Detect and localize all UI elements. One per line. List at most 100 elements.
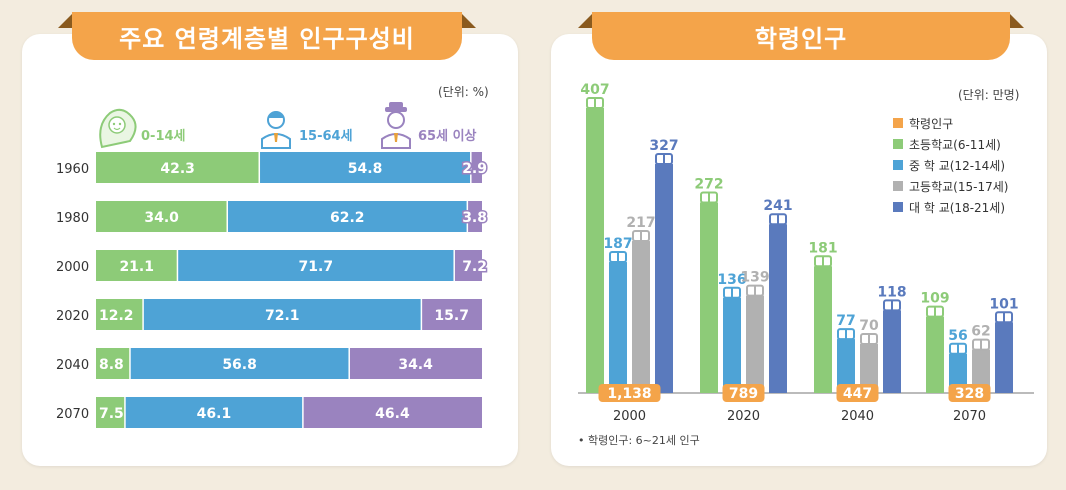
age-structure-title: 주요 연령계층별 인구구성비	[72, 12, 462, 60]
bar-segment-1-2	[177, 250, 455, 281]
year-label-3: 2020	[56, 309, 89, 324]
bar-segment-2-1	[467, 201, 482, 232]
year-label-0: 2000	[613, 409, 646, 424]
value-label-1-1: 136	[717, 272, 746, 288]
value-label-2-0: 217	[626, 215, 655, 231]
value-label-3-3: 101	[989, 296, 1018, 312]
bar-0-3	[926, 316, 944, 393]
year-label-1: 2020	[727, 409, 760, 424]
book-icon	[814, 255, 832, 268]
total-label-0: 1,138	[607, 386, 651, 402]
value-label-1-3: 56	[948, 328, 967, 344]
value-label-0-2: 181	[808, 240, 837, 256]
year-label-3: 2070	[953, 409, 986, 424]
book-icon	[949, 342, 967, 355]
bar-label-0-3: 12.2	[99, 308, 134, 324]
bar-label-0-2: 21.1	[119, 259, 154, 275]
bar-2-2	[860, 343, 878, 393]
legend-label-2: 65세 이상	[418, 128, 477, 144]
bar-segment-1-4	[129, 348, 350, 379]
value-label-3-0: 327	[649, 138, 678, 154]
bar-segment-1-0	[259, 152, 471, 183]
bar-0-2	[814, 266, 832, 393]
total-badge-2	[836, 384, 879, 402]
legend-label-0: 0-14세	[141, 129, 186, 144]
legend-swatch-2	[893, 160, 903, 170]
bar-1-1	[723, 297, 741, 393]
bar-label-1-0: 54.8	[348, 161, 383, 177]
bar-label-1-1: 62.2	[330, 210, 365, 226]
legend-label-3: 고등학교(15-17세)	[909, 180, 1008, 194]
bar-segment-0-2	[96, 250, 178, 281]
legend-swatch-1	[893, 139, 903, 149]
bar-segment-0-3	[96, 299, 144, 330]
total-badge-1	[722, 384, 765, 402]
bar-label-0-1: 34.0	[144, 210, 179, 226]
book-icon	[995, 311, 1013, 324]
school-age-title: 학령인구	[592, 12, 1010, 60]
legend-swatch-0	[893, 118, 903, 128]
bar-label-1-3: 72.1	[265, 308, 300, 324]
bar-3-3	[995, 322, 1013, 393]
legend-label-4: 대 학 교(18-21세)	[909, 201, 1005, 215]
book-icon	[632, 230, 650, 243]
bar-label-0-4: 8.8	[99, 357, 124, 373]
bar-label-1-5: 46.1	[197, 406, 232, 422]
legend-label-0: 학령인구	[909, 117, 953, 131]
value-label-2-1: 139	[740, 270, 769, 286]
value-label-0-0: 407	[580, 82, 609, 98]
bar-0-1	[700, 202, 718, 393]
year-label-0: 1960	[56, 162, 89, 177]
school-age-tab: 학령인구	[578, 0, 1024, 66]
legend-label-2: 중 학 교(12-14세)	[909, 159, 1005, 173]
age-structure-unit: (단위: %)	[438, 85, 489, 99]
total-badge-3	[948, 384, 991, 402]
bar-segment-0-4	[96, 348, 130, 379]
school-age-unit: (단위: 만명)	[958, 88, 1020, 102]
book-icon	[972, 338, 990, 351]
book-icon	[769, 213, 787, 226]
adult-icon	[261, 111, 291, 149]
total-label-1: 789	[729, 386, 758, 402]
bar-label-1-4: 56.8	[222, 357, 257, 373]
bar-label-2-5: 46.4	[375, 406, 410, 422]
total-badge-0	[598, 384, 661, 402]
value-label-1-2: 77	[836, 313, 855, 329]
year-label-2: 2040	[841, 409, 874, 424]
bar-segment-1-1	[227, 201, 468, 232]
value-label-3-2: 118	[877, 284, 906, 300]
elder-icon	[381, 102, 411, 149]
value-label-0-3: 109	[920, 291, 949, 307]
bar-segment-0-5	[96, 397, 125, 428]
bar-segment-1-3	[143, 299, 422, 330]
bar-3-1	[769, 224, 787, 393]
legend-swatch-3	[893, 181, 903, 191]
bar-segment-2-4	[349, 348, 482, 379]
bar-segment-1-5	[124, 397, 303, 428]
value-label-3-1: 241	[763, 198, 792, 214]
bar-2-3	[972, 349, 990, 393]
year-label-4: 2040	[56, 358, 89, 373]
bar-3-0	[655, 164, 673, 393]
book-icon	[883, 299, 901, 312]
bar-segment-2-3	[421, 299, 482, 330]
value-label-2-2: 70	[859, 318, 879, 334]
book-icon	[837, 328, 855, 341]
book-icon	[746, 284, 764, 297]
bar-label-0-0: 42.3	[160, 161, 195, 177]
bar-segment-0-0	[96, 152, 260, 183]
legend-swatch-4	[893, 202, 903, 212]
bar-3-2	[883, 310, 901, 393]
bar-segment-0-1	[96, 201, 228, 232]
bar-1-2	[837, 339, 855, 393]
legend-label-1: 초등학교(6-11세)	[909, 138, 1001, 152]
bar-label-0-5: 7.5	[99, 406, 124, 422]
book-icon	[655, 153, 673, 166]
bar-1-0	[609, 262, 627, 393]
bar-label-1-2: 71.7	[299, 259, 334, 275]
year-label-5: 2070	[56, 407, 89, 422]
legend-label-1: 15-64세	[299, 129, 353, 144]
child-icon	[99, 108, 137, 149]
